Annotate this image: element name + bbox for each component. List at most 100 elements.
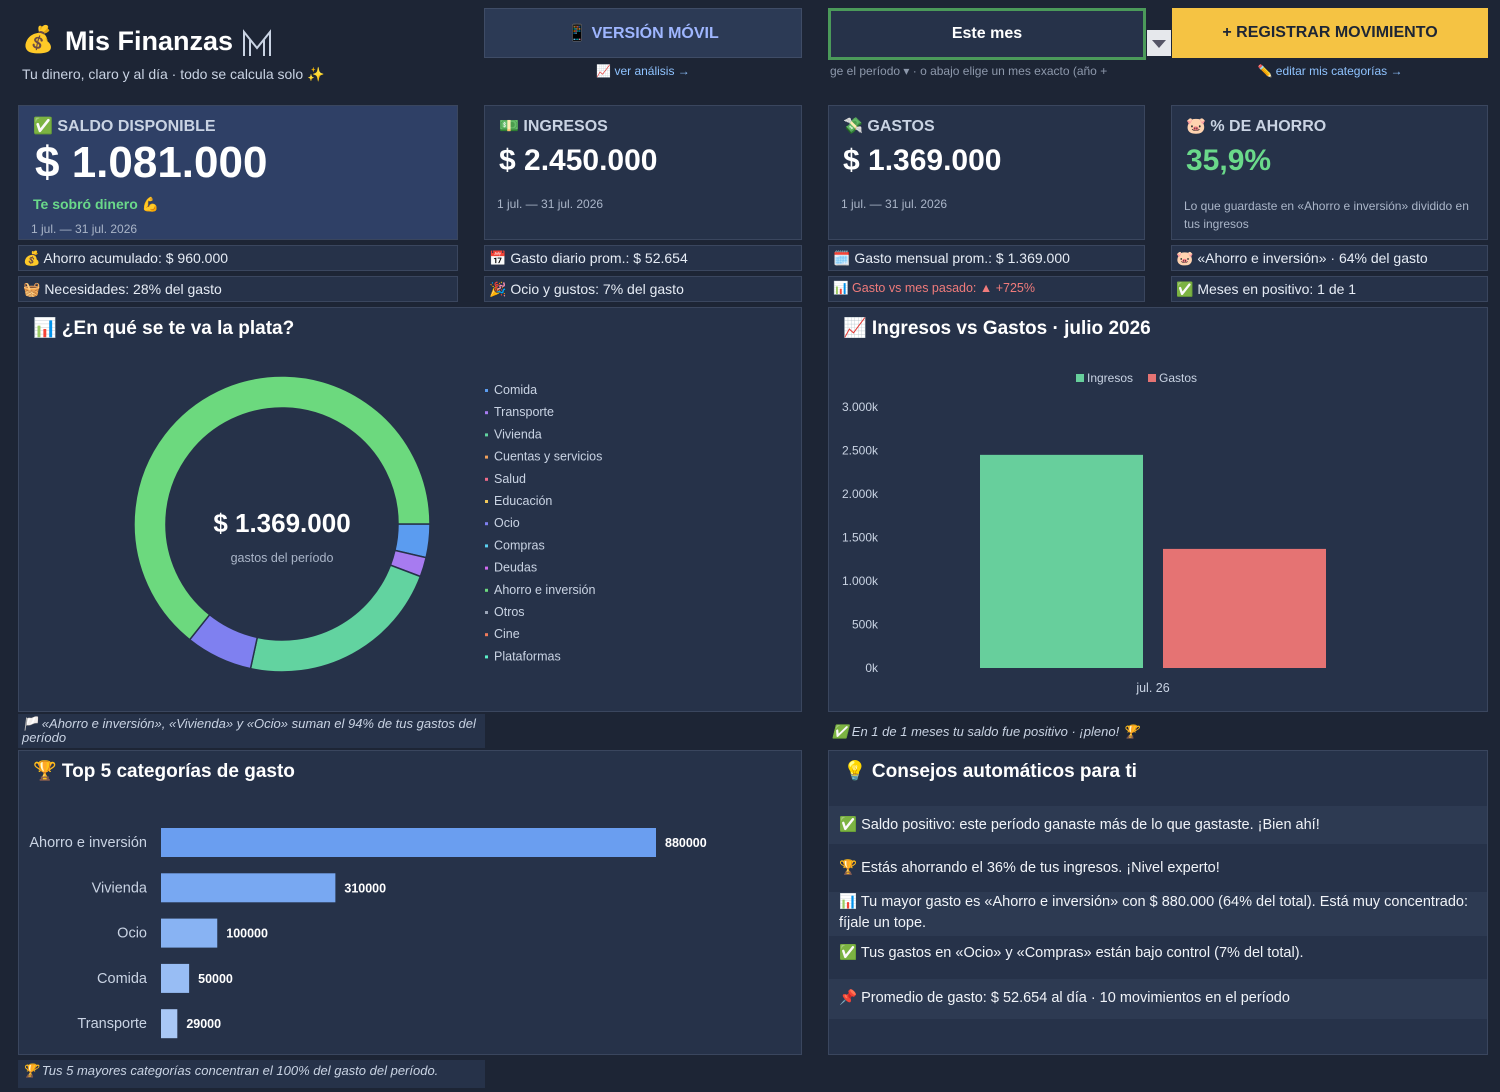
legend-label: Vivienda [494,427,542,441]
kpi-period: 1 jul. — 31 jul. 2026 [841,197,948,211]
tip: 📌 Promedio de gasto: $ 52.654 al día · 1… [829,979,1487,1019]
value-label: 880000 [665,836,707,850]
panel-title: 📈 Ingresos vs Gastos · julio 2026 [843,318,1151,339]
value-label: 29000 [186,1017,221,1031]
bar [1163,548,1326,668]
kpi-card: ✅ SALDO DISPONIBLE $ 1.081.000 Te sobró … [18,105,458,240]
legend-swatch [485,455,488,459]
app-title: Mis Finanzas [65,26,234,56]
donut-panel: 📊 ¿En qué se te va la plata? $ 1.369.000… [18,307,802,712]
chart-note: 🏳️ «Ahorro e inversión», «Vivienda» y «O… [18,714,485,748]
legend-swatch [485,389,488,392]
bar-chart: 0k 500k 1.000k 1.500k 2.000k 2.500k 3.000k jul.… [842,371,1326,695]
bar [161,873,336,903]
legend-swatch [485,411,488,415]
legend-label: Transporte [494,405,554,419]
stat: 🎉 Ocio y gustos: 7% del gasto [484,276,802,302]
logo-icon: 💰 [22,24,55,54]
legend-label: Ahorro e inversión [494,583,595,597]
kpi-label: 🐷 % DE AHORRO [1186,118,1327,135]
kpi-label: 💵 INGRESOS [499,118,608,135]
mobile-button[interactable]: 📱 VERSIÓN MÓVIL [484,8,802,58]
legend-swatch [485,522,488,526]
legend-label: Comida [494,383,537,397]
kpi-card: 💸 GASTOS $ 1.369.000 1 jul. — 31 jul. 20… [828,105,1145,240]
tip: 🏆 Estás ahorrando el 36% de tus ingresos… [839,860,1220,876]
kpi-label: ✅ SALDO DISPONIBLE [33,118,216,135]
y-tick-label: Ocio [117,926,147,942]
legend-swatch [485,477,488,481]
y-tick-label: Ahorro e inversión [29,835,147,851]
donut-slice [133,375,431,641]
y-tick-label: 0k [865,661,879,675]
legend-swatch [485,433,488,437]
stat: 💰 Ahorro acumulado: $ 960.000 [18,245,458,271]
bar [161,828,656,857]
kpi-period: 1 jul. — 31 jul. 2026 [31,222,138,236]
y-tick-label: 2.000k [842,487,879,501]
legend-label: Deudas [494,561,537,575]
legend-label: Gastos [1159,371,1197,385]
y-tick-label: 500k [852,618,879,632]
legend-label: Compras [494,538,545,552]
tip: ✅ Saldo positivo: este período ganaste m… [829,806,1487,844]
legend-label: Cuentas y servicios [494,450,602,464]
legend-swatch [485,544,488,548]
bar [980,454,1143,668]
tip: 📊 Tu mayor gasto es «Ahorro e inversión»… [829,892,1487,936]
x-tick-label: jul. 26 [1135,681,1169,695]
kpi-card: 🐷 % DE AHORRO 35,9% Lo que guardaste en … [1171,105,1488,240]
legend-label: Plataformas [494,649,561,663]
bar-panel: 📈 Ingresos vs Gastos · julio 2026 0k 500k… [828,307,1488,712]
value-label: 50000 [198,972,233,986]
edit-categories-link[interactable]: ✏️ editar mis categorías → [1257,64,1403,78]
y-tick-label: Vivienda [92,880,148,896]
panel-title: 📊 ¿En qué se te va la plata? [33,318,295,339]
chart-note: ✅ En 1 de 1 meses tu saldo fue positivo … [832,724,1139,739]
bar [161,1009,178,1039]
analysis-link[interactable]: 📈 ver análisis → [596,64,690,78]
stat: 📊 Gasto vs mes pasado: ▲ +725% [828,276,1145,302]
y-tick-label: Comida [97,971,148,987]
logo-mark [243,29,271,56]
legend-swatch [485,500,488,503]
kpi-value: $ 1.369.000 [843,144,1002,177]
register-button[interactable]: + REGISTRAR MOVIMIENTO [1172,8,1488,58]
kpi-card: 💵 INGRESOS $ 2.450.000 1 jul. — 31 jul. … [484,105,802,240]
stat: ✅ Meses en positivo: 1 de 1 [1171,276,1488,302]
y-tick-label: 1.500k [842,531,879,545]
kpi-period: Lo que guardaste en «Ahorro e inversión»… [1184,199,1469,231]
kpi-label: 💸 GASTOS [843,118,935,135]
top5-panel: 🏆 Top 5 categorías de gasto Ahorro e inv… [18,750,802,1055]
select-arrow[interactable] [1147,30,1171,56]
stat: 📅 Gasto diario prom.: $ 52.654 [484,245,802,271]
donut-chart: $ 1.369.000 gastos del período Comida Trans… [133,375,602,673]
kpi-period: 1 jul. — 31 jul. 2026 [497,197,604,211]
value-label: 100000 [226,927,268,941]
bar [161,963,190,993]
stat: 🗓️ Gasto mensual prom.: $ 1.369.000 [828,245,1145,271]
legend-label: Otros [494,605,525,619]
kpi-note: Te sobró dinero 💪 [33,196,160,212]
kpi-value: $ 2.450.000 [499,144,658,177]
legend-label: Salud [494,472,526,486]
legend-label: Ingresos [1087,371,1133,385]
y-tick-label: 3.000k [842,400,879,414]
y-tick-label: Transporte [77,1016,147,1032]
legend-label: Educación [494,494,552,508]
donut-slice [249,564,422,673]
legend-label: Ocio [494,516,520,530]
y-tick-label: 1.000k [842,574,879,588]
kpi-value: $ 1.081.000 [35,138,268,187]
donut-center-value: $ 1.369.000 [213,508,350,538]
legend-swatch [485,566,488,570]
app-subtitle: Tu dinero, claro y al día · todo se calc… [22,66,325,82]
tips-panel: 💡 Consejos automáticos para ti ✅ Saldo p… [828,750,1488,1055]
legend-swatch [485,633,488,637]
top5-chart: Ahorro e inversión 880000 Vivienda 310000 Oc… [29,828,707,1039]
period-select[interactable]: Este mes [828,8,1146,60]
legend-label: Cine [494,627,520,641]
tip: ✅ Tus gastos en «Ocio» y «Compras» están… [839,945,1304,961]
stat: 🧺 Necesidades: 28% del gasto [18,276,458,302]
